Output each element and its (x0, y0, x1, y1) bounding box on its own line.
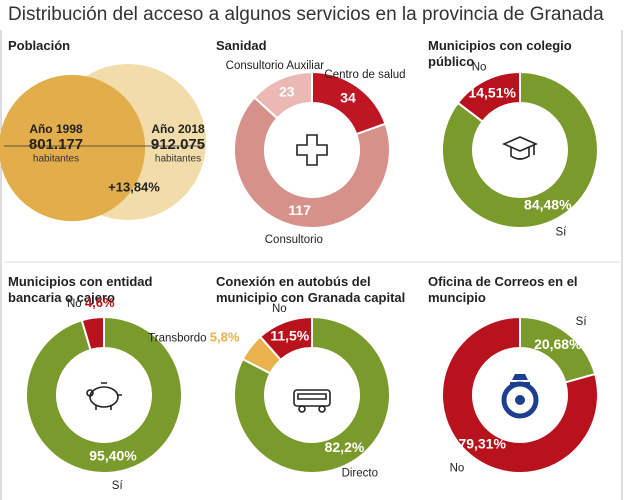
donut-segment (441, 70, 599, 229)
value-label: 11,5% (270, 327, 309, 343)
donut-segment (233, 315, 391, 474)
icon (296, 134, 328, 166)
category-label: Transbordo 5,8% (148, 330, 240, 345)
donut-segment (233, 95, 391, 229)
category-label: Año 1998 (29, 122, 83, 136)
unit-label: habitantes (155, 154, 201, 165)
chart-title: Oficina de Correos en el muncipio (428, 274, 578, 305)
category-label: Directo (342, 468, 378, 480)
category-label: Centro de salud (324, 69, 405, 81)
donut-segment (252, 70, 313, 120)
category-label: Consultorio Auxiliar (226, 60, 325, 72)
value-label: 23 (279, 84, 295, 100)
donut-segment (441, 315, 599, 474)
icons (86, 134, 539, 419)
value-label: 912.075 (151, 136, 205, 153)
chart-title: Población (8, 38, 71, 53)
category-label: Sí (555, 226, 567, 238)
category-label: No (472, 62, 487, 74)
value-label: 79,31% (458, 435, 506, 451)
chart-title: Municipios con entidad bancaria o cajero (8, 274, 153, 305)
value-label: 117 (288, 202, 311, 218)
value-label: 34 (340, 90, 356, 106)
venn-circle (0, 74, 146, 222)
chart-title: Sanidad (216, 38, 267, 53)
donut-segment (80, 315, 105, 352)
chart-title: Municipios con colegio público (428, 38, 572, 69)
category-name: No (67, 298, 82, 310)
page-title: Distribución del acceso a algunos servic… (8, 4, 604, 25)
icon (502, 136, 538, 160)
category-name: Transbordo (148, 333, 206, 345)
change-label: +13,84% (108, 179, 160, 194)
value-label: 82,2% (325, 439, 365, 455)
icon (86, 382, 122, 410)
category-label: No (450, 462, 465, 474)
chart-title: Conexión en autobús del municipio con Gr… (216, 274, 406, 305)
category-label: Sí (112, 480, 124, 492)
donut-segment (25, 315, 183, 474)
unit-label: habitantes (33, 154, 79, 165)
category-label: No 4,6% (67, 295, 115, 310)
value-label: 801.177 (29, 136, 83, 153)
value-label: 95,40% (89, 448, 137, 464)
value-label: 4,6% (85, 295, 115, 310)
donut-segment (456, 70, 521, 123)
value-label: 20,68% (534, 336, 582, 352)
category-label: Año 2018 (151, 122, 205, 136)
icon (293, 389, 331, 413)
value-label: 84,48% (524, 197, 572, 213)
category-label: Sí (576, 316, 588, 328)
category-label: Consultorio (265, 234, 323, 246)
value-label: 5,8% (210, 330, 240, 345)
icon (501, 374, 539, 419)
donut-segment (258, 315, 313, 362)
category-label: No (272, 303, 287, 315)
value-label: 14,51% (468, 85, 516, 101)
